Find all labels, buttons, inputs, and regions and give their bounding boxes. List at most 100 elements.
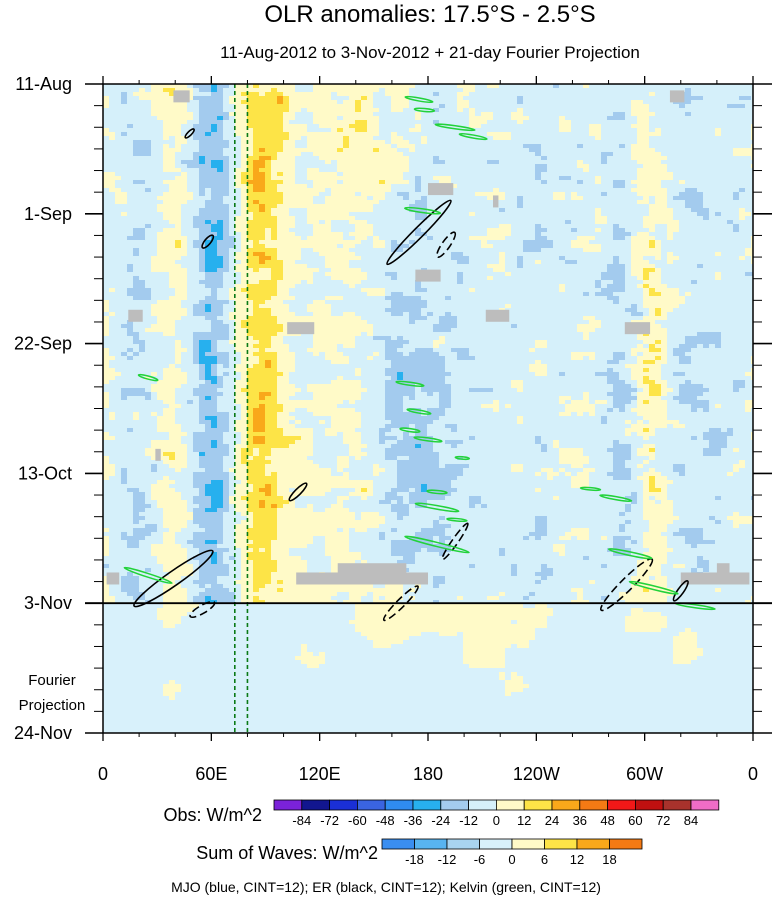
obs-colorbar-box	[690, 799, 720, 811]
kelvin-contour	[399, 427, 421, 433]
obs-colorbar-box	[412, 799, 442, 811]
y-axis: 11-Aug 1-Sep 22-Sep 13-Oct 3-Nov 24-Nov	[14, 74, 772, 743]
missing-data-bars	[106, 90, 750, 585]
missing-data-bar	[128, 309, 143, 322]
kelvin-contour	[404, 206, 442, 215]
kelvin-contour	[426, 489, 448, 495]
obs-colorbar-box	[384, 799, 414, 811]
kelvin-contour	[406, 408, 432, 415]
obs-colorbar-box	[495, 799, 525, 811]
contour-note: MJO (blue, CINT=12); ER (black, CINT=12)…	[171, 879, 601, 895]
obs-colorbar-label: -60	[348, 813, 367, 828]
obs-colorbar-box	[662, 799, 692, 811]
x-tick-label: 120W	[513, 764, 560, 784]
obs-colorbar-box	[301, 799, 330, 811]
kelvin-contours	[123, 95, 716, 611]
y-tick-label: 11-Aug	[15, 74, 72, 94]
obs-colorbar-box	[468, 799, 497, 811]
obs-colorbar-label: -72	[320, 813, 339, 828]
waves-colorbar: -18 -12 -6 0 6 12 18	[381, 838, 643, 867]
obs-colorbar-label: -24	[431, 813, 450, 828]
er-contour	[382, 585, 419, 622]
missing-data-bar	[173, 90, 190, 103]
obs-colorbar-box	[579, 799, 608, 811]
anomaly-field	[103, 84, 754, 734]
kelvin-contour	[599, 494, 633, 503]
obs-colorbar-label: 12	[517, 813, 531, 828]
obs-colorbar-label: 36	[573, 813, 587, 828]
kelvin-contour	[404, 95, 434, 104]
obs-colorbar-label: 48	[600, 813, 614, 828]
kelvin-contour	[454, 455, 471, 461]
obs-colorbar-box	[551, 799, 581, 811]
kelvin-contour	[413, 107, 436, 113]
projection-label-line2: Projection	[19, 697, 86, 714]
er-contour	[436, 231, 457, 259]
obs-colorbar-box	[635, 799, 664, 811]
waves-colorbar-box	[511, 838, 545, 850]
missing-data-bar	[106, 572, 120, 585]
y-tick-label: 3-Nov	[24, 593, 72, 613]
missing-data-bar	[155, 448, 161, 461]
obs-colorbar-label: -36	[404, 813, 423, 828]
waves-colorbar-label: 0	[508, 852, 515, 867]
waves-colorbar-label: 18	[602, 852, 616, 867]
obs-colorbar-box	[440, 799, 469, 811]
x-tick-label: 0	[748, 764, 758, 784]
kelvin-contour	[414, 502, 460, 513]
obs-colorbar-box	[523, 799, 553, 811]
er-contour	[133, 549, 214, 608]
reference-lines	[234, 84, 249, 733]
x-tick-label: 120E	[299, 764, 341, 784]
er-contours	[133, 128, 689, 622]
obs-colorbar-label: 72	[656, 813, 670, 828]
obs-colorbar-label: 84	[684, 813, 698, 828]
kelvin-contour	[628, 580, 679, 595]
kelvin-contour	[607, 548, 653, 560]
obs-colorbar: -84 -72 -60 -48 -36 -24 -12 0 12 24 36 48 60 72 84	[273, 799, 720, 828]
y-tick-label: 22-Sep	[14, 334, 72, 354]
kelvin-contour	[123, 566, 173, 585]
waves-colorbar-box	[479, 838, 513, 850]
obs-colorbar-label: -12	[459, 813, 478, 828]
er-contour	[672, 580, 689, 602]
y-tick-label: 13-Oct	[18, 463, 72, 483]
y-tick-label: 1-Sep	[24, 204, 72, 224]
x-tick-label: 60W	[626, 764, 663, 784]
x-tick-label: 180	[413, 764, 443, 784]
missing-data-bar	[485, 309, 510, 322]
obs-colorbar-label: -84	[292, 813, 311, 828]
obs-colorbar-box	[273, 799, 303, 811]
kelvin-contour	[434, 123, 476, 132]
chart-title: OLR anomalies: 17.5°S - 2.5°S	[264, 1, 595, 28]
x-axis: 0 60E 120E 180 120W 60W 0	[98, 76, 758, 784]
missing-data-bar	[493, 195, 499, 208]
missing-data-bar	[296, 572, 428, 585]
er-contour	[600, 558, 654, 612]
obs-legend-label: Obs: W/m^2	[164, 805, 262, 825]
kelvin-contour	[395, 380, 425, 387]
waves-colorbar-box	[446, 838, 480, 850]
kelvin-contour	[413, 436, 443, 443]
er-contour	[288, 482, 308, 502]
waves-colorbar-label: 6	[541, 852, 548, 867]
missing-data-bar	[337, 563, 407, 576]
kelvin-contour	[137, 373, 159, 382]
kelvin-contour	[579, 486, 602, 492]
obs-colorbar-box	[356, 799, 386, 811]
obs-colorbar-label: 0	[493, 813, 500, 828]
missing-data-bar	[287, 322, 315, 335]
obs-colorbar-label: -48	[376, 813, 395, 828]
chart-subtitle: 11-Aug-2012 to 3-Nov-2012 + 21-day Fouri…	[220, 43, 640, 62]
waves-legend-label: Sum of Waves: W/m^2	[196, 843, 378, 863]
kelvin-contour	[446, 517, 468, 522]
y-tick-label: 24-Nov	[14, 723, 72, 743]
waves-colorbar-label: -6	[474, 852, 486, 867]
er-contour	[441, 522, 469, 561]
waves-colorbar-box	[544, 838, 578, 850]
missing-data-bar	[669, 90, 685, 103]
obs-colorbar-label: 24	[545, 813, 559, 828]
waves-colorbar-box	[576, 838, 610, 850]
x-tick-label: 0	[98, 764, 108, 784]
